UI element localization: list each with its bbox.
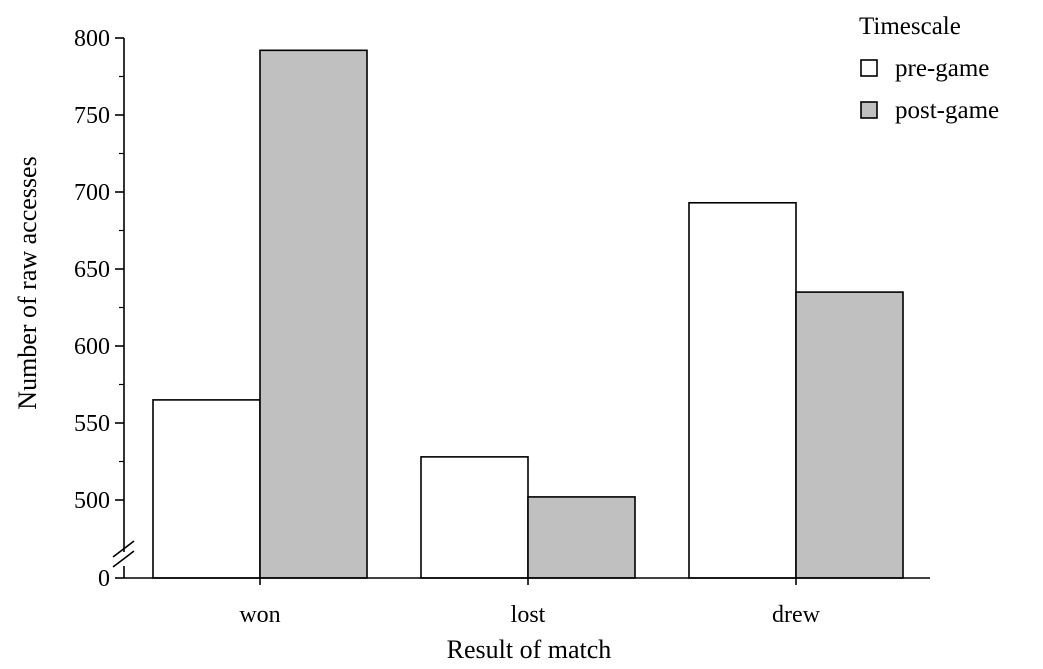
y-tick-label-0: 0	[98, 566, 110, 592]
y-axis-title: Number of raw accesses	[13, 156, 42, 409]
y-tick-label-600: 600	[74, 334, 110, 360]
x-tick-label-lost: lost	[511, 602, 546, 628]
bar-pre-game-drew	[688, 201, 797, 579]
legend-swatch-pre-game	[860, 59, 878, 77]
bar-post-game-drew	[795, 291, 904, 579]
y-tick-label-500: 500	[74, 488, 110, 514]
bars-layer	[152, 49, 904, 579]
y-tick-label-650: 650	[74, 257, 110, 283]
y-axis-break-mark-lower	[112, 550, 135, 568]
y-tick-label-800: 800	[74, 26, 110, 52]
bar-pre-game-lost	[420, 456, 529, 579]
legend-title: Timescale	[859, 13, 961, 40]
bar-post-game-lost	[527, 496, 636, 579]
x-tick-label-drew: drew	[772, 602, 821, 628]
x-tick-label-won: won	[239, 602, 280, 628]
y-tick-label-700: 700	[74, 180, 110, 206]
legend-label-pre-game: pre-game	[895, 55, 989, 82]
axes-layer: won lost drew 0 500 550 600 650 700 750 800	[74, 26, 930, 628]
legend: Timescale pre-game post-game	[859, 13, 999, 124]
y-tick-label-550: 550	[74, 411, 110, 437]
y-axis-break-mark-upper	[112, 540, 135, 558]
bar-post-game-won	[259, 49, 368, 579]
y-tick-label-750: 750	[74, 103, 110, 129]
bar-pre-game-won	[152, 399, 261, 579]
legend-swatch-post-game	[860, 101, 878, 119]
legend-label-post-game: post-game	[895, 97, 999, 124]
x-axis-title: Result of match	[447, 635, 612, 664]
